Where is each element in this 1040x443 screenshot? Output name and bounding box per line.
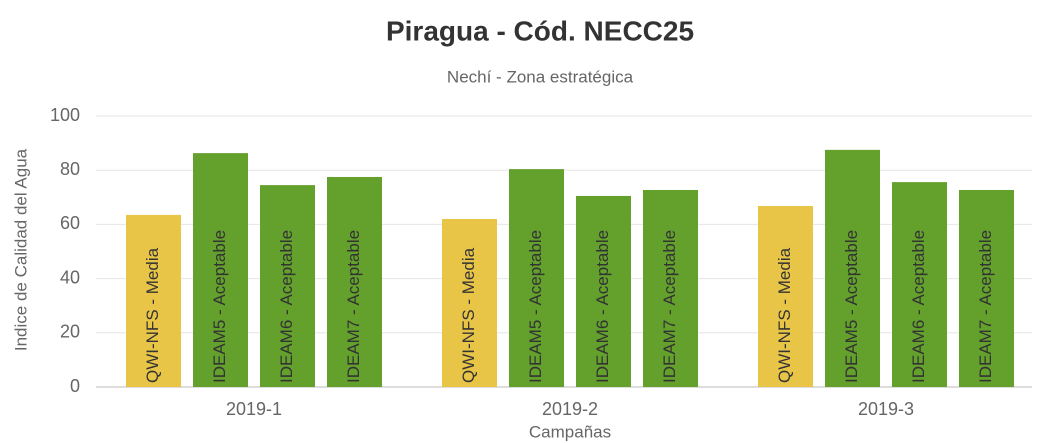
chart-title: Piragua - Cód. NECC25 (386, 15, 694, 46)
data-label: QWI-NFS - Media (775, 247, 794, 383)
data-label: IDEAM6 - Aceptable (909, 230, 928, 383)
data-label: IDEAM7 - Aceptable (344, 230, 363, 383)
x-tick-label: 2019-2 (542, 399, 598, 419)
data-label: IDEAM6 - Aceptable (593, 230, 612, 383)
data-label: QWI-NFS - Media (459, 247, 478, 383)
bar (758, 205, 813, 387)
data-label: IDEAM7 - Aceptable (660, 230, 679, 383)
x-axis-title: Campañas (529, 422, 611, 441)
bar (959, 189, 1014, 387)
bar (260, 185, 315, 387)
x-tick-label: 2019-3 (858, 399, 914, 419)
bar (193, 153, 248, 387)
bar (327, 176, 382, 387)
bar (509, 169, 564, 387)
y-tick-label: 20 (60, 322, 80, 342)
bar (643, 189, 698, 387)
y-tick-label: 0 (70, 376, 80, 396)
bar (442, 218, 497, 387)
y-tick-label: 80 (60, 159, 80, 179)
data-label: IDEAM5 - Aceptable (526, 230, 545, 383)
x-tick-label: 2019-1 (226, 399, 282, 419)
data-label: QWI-NFS - Media (143, 247, 162, 383)
data-label: IDEAM5 - Aceptable (210, 230, 229, 383)
chart-subtitle: Nechí - Zona estratégica (447, 67, 634, 86)
y-tick-label: 40 (60, 267, 80, 287)
y-tick-label: 100 (50, 105, 80, 125)
data-label: IDEAM7 - Aceptable (976, 230, 995, 383)
bar (576, 195, 631, 387)
y-tick-label: 60 (60, 213, 80, 233)
data-label: IDEAM5 - Aceptable (842, 230, 861, 383)
data-label: IDEAM6 - Aceptable (277, 230, 296, 383)
bar (892, 182, 947, 387)
bar (825, 149, 880, 387)
y-axis-title: Indice de Calidad del Agua (11, 148, 30, 351)
bar (126, 214, 181, 387)
